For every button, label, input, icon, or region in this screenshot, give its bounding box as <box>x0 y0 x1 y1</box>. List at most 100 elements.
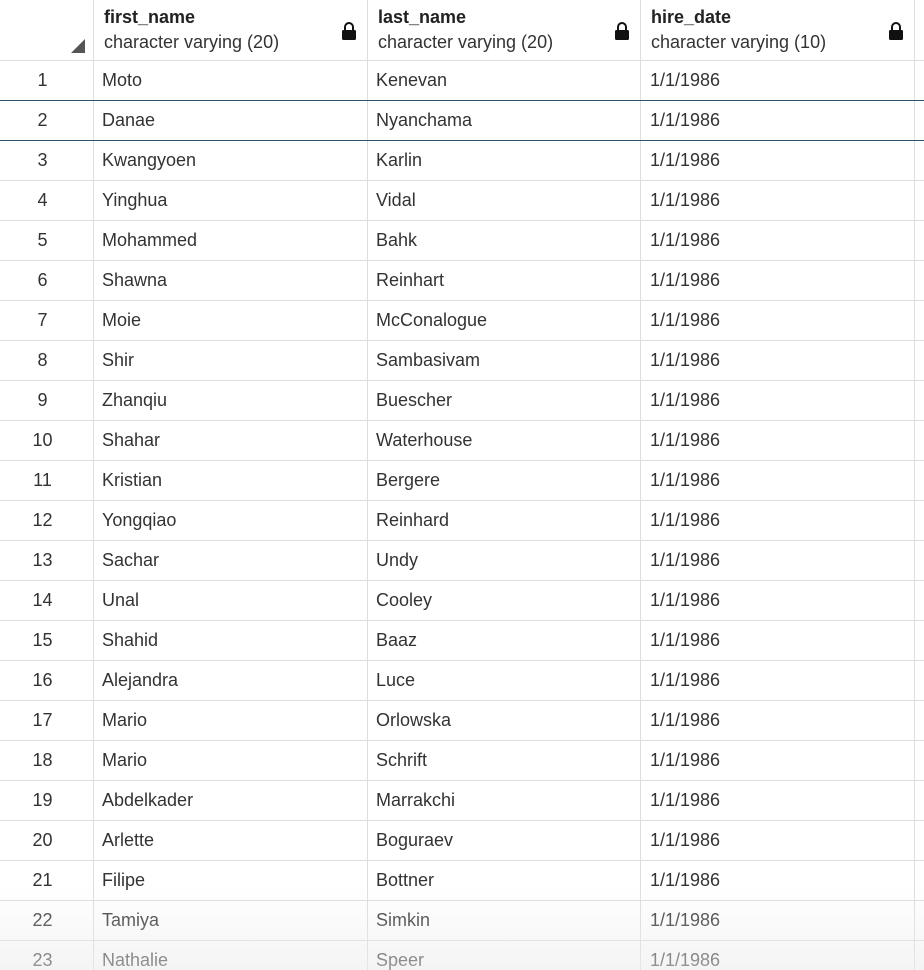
hire-date-cell[interactable]: 1/1/1986 <box>641 381 915 420</box>
hire-date-cell[interactable]: 1/1/1986 <box>641 741 915 780</box>
table-row[interactable]: 18 Mario Schrift 1/1/1986 <box>0 741 924 781</box>
last-name-cell[interactable]: Nyanchama <box>368 101 641 140</box>
table-row[interactable]: 9 Zhanqiu Buescher 1/1/1986 <box>0 381 924 421</box>
table-row[interactable]: 17 Mario Orlowska 1/1/1986 <box>0 701 924 741</box>
row-number-cell[interactable]: 1 <box>0 61 94 100</box>
first-name-cell[interactable]: Mario <box>94 741 368 780</box>
last-name-cell[interactable]: Orlowska <box>368 701 641 740</box>
hire-date-cell[interactable]: 1/1/1986 <box>641 861 915 900</box>
first-name-cell[interactable]: Danae <box>94 101 368 140</box>
hire-date-cell[interactable]: 1/1/1986 <box>641 301 915 340</box>
first-name-cell[interactable]: Sachar <box>94 541 368 580</box>
hire-date-cell[interactable]: 1/1/1986 <box>641 901 915 940</box>
row-number-cell[interactable]: 23 <box>0 941 94 970</box>
hire-date-cell[interactable]: 1/1/1986 <box>641 421 915 460</box>
last-name-cell[interactable]: Sambasivam <box>368 341 641 380</box>
row-number-cell[interactable]: 15 <box>0 621 94 660</box>
last-name-cell[interactable]: Reinhard <box>368 501 641 540</box>
hire-date-cell[interactable]: 1/1/1986 <box>641 181 915 220</box>
hire-date-cell[interactable]: 1/1/1986 <box>641 341 915 380</box>
first-name-cell[interactable]: Mario <box>94 701 368 740</box>
row-number-cell[interactable]: 6 <box>0 261 94 300</box>
first-name-cell[interactable]: Filipe <box>94 861 368 900</box>
row-number-cell[interactable]: 11 <box>0 461 94 500</box>
table-row[interactable]: 19 Abdelkader Marrakchi 1/1/1986 <box>0 781 924 821</box>
row-number-cell[interactable]: 9 <box>0 381 94 420</box>
hire-date-cell[interactable]: 1/1/1986 <box>641 661 915 700</box>
last-name-cell[interactable]: Reinhart <box>368 261 641 300</box>
column-header-hire-date[interactable]: hire_date character varying (10) <box>641 0 915 61</box>
row-number-cell[interactable]: 16 <box>0 661 94 700</box>
first-name-cell[interactable]: Yinghua <box>94 181 368 220</box>
row-number-cell[interactable]: 14 <box>0 581 94 620</box>
hire-date-cell[interactable]: 1/1/1986 <box>641 701 915 740</box>
first-name-cell[interactable]: Shawna <box>94 261 368 300</box>
table-row[interactable]: 10 Shahar Waterhouse 1/1/1986 <box>0 421 924 461</box>
first-name-cell[interactable]: Nathalie <box>94 941 368 970</box>
last-name-cell[interactable]: Luce <box>368 661 641 700</box>
row-number-cell[interactable]: 4 <box>0 181 94 220</box>
last-name-cell[interactable]: Bottner <box>368 861 641 900</box>
row-number-cell[interactable]: 13 <box>0 541 94 580</box>
row-number-cell[interactable]: 19 <box>0 781 94 820</box>
hire-date-cell[interactable]: 1/1/1986 <box>641 501 915 540</box>
first-name-cell[interactable]: Mohammed <box>94 221 368 260</box>
row-number-cell[interactable]: 3 <box>0 141 94 180</box>
hire-date-cell[interactable]: 1/1/1986 <box>641 61 915 100</box>
table-row[interactable]: 2 Danae Nyanchama 1/1/1986 <box>0 101 924 141</box>
table-row[interactable]: 14 Unal Cooley 1/1/1986 <box>0 581 924 621</box>
select-all-corner[interactable] <box>0 0 94 61</box>
hire-date-cell[interactable]: 1/1/1986 <box>641 141 915 180</box>
column-header-first-name[interactable]: first_name character varying (20) <box>94 0 368 61</box>
table-row[interactable]: 3 Kwangyoen Karlin 1/1/1986 <box>0 141 924 181</box>
hire-date-cell[interactable]: 1/1/1986 <box>641 461 915 500</box>
first-name-cell[interactable]: Shahar <box>94 421 368 460</box>
first-name-cell[interactable]: Kristian <box>94 461 368 500</box>
first-name-cell[interactable]: Arlette <box>94 821 368 860</box>
hire-date-cell[interactable]: 1/1/1986 <box>641 621 915 660</box>
hire-date-cell[interactable]: 1/1/1986 <box>641 821 915 860</box>
table-row[interactable]: 12 Yongqiao Reinhard 1/1/1986 <box>0 501 924 541</box>
table-row[interactable]: 11 Kristian Bergere 1/1/1986 <box>0 461 924 501</box>
row-number-cell[interactable]: 18 <box>0 741 94 780</box>
last-name-cell[interactable]: Baaz <box>368 621 641 660</box>
row-number-cell[interactable]: 20 <box>0 821 94 860</box>
table-row[interactable]: 8 Shir Sambasivam 1/1/1986 <box>0 341 924 381</box>
hire-date-cell[interactable]: 1/1/1986 <box>641 941 915 970</box>
table-row[interactable]: 13 Sachar Undy 1/1/1986 <box>0 541 924 581</box>
last-name-cell[interactable]: Buescher <box>368 381 641 420</box>
first-name-cell[interactable]: Zhanqiu <box>94 381 368 420</box>
last-name-cell[interactable]: Schrift <box>368 741 641 780</box>
table-row[interactable]: 23 Nathalie Speer 1/1/1986 <box>0 941 924 970</box>
first-name-cell[interactable]: Kwangyoen <box>94 141 368 180</box>
last-name-cell[interactable]: Bahk <box>368 221 641 260</box>
table-row[interactable]: 15 Shahid Baaz 1/1/1986 <box>0 621 924 661</box>
row-number-cell[interactable]: 5 <box>0 221 94 260</box>
last-name-cell[interactable]: Undy <box>368 541 641 580</box>
last-name-cell[interactable]: Vidal <box>368 181 641 220</box>
row-number-cell[interactable]: 10 <box>0 421 94 460</box>
hire-date-cell[interactable]: 1/1/1986 <box>641 101 915 140</box>
table-row[interactable]: 16 Alejandra Luce 1/1/1986 <box>0 661 924 701</box>
last-name-cell[interactable]: McConalogue <box>368 301 641 340</box>
row-number-cell[interactable]: 7 <box>0 301 94 340</box>
last-name-cell[interactable]: Karlin <box>368 141 641 180</box>
first-name-cell[interactable]: Shahid <box>94 621 368 660</box>
first-name-cell[interactable]: Yongqiao <box>94 501 368 540</box>
last-name-cell[interactable]: Speer <box>368 941 641 970</box>
row-number-cell[interactable]: 2 <box>0 101 94 140</box>
last-name-cell[interactable]: Cooley <box>368 581 641 620</box>
last-name-cell[interactable]: Simkin <box>368 901 641 940</box>
row-number-cell[interactable]: 22 <box>0 901 94 940</box>
hire-date-cell[interactable]: 1/1/1986 <box>641 541 915 580</box>
first-name-cell[interactable]: Moto <box>94 61 368 100</box>
row-number-cell[interactable]: 21 <box>0 861 94 900</box>
table-row[interactable]: 22 Tamiya Simkin 1/1/1986 <box>0 901 924 941</box>
first-name-cell[interactable]: Unal <box>94 581 368 620</box>
last-name-cell[interactable]: Kenevan <box>368 61 641 100</box>
row-number-cell[interactable]: 12 <box>0 501 94 540</box>
first-name-cell[interactable]: Abdelkader <box>94 781 368 820</box>
table-row[interactable]: 5 Mohammed Bahk 1/1/1986 <box>0 221 924 261</box>
first-name-cell[interactable]: Moie <box>94 301 368 340</box>
hire-date-cell[interactable]: 1/1/1986 <box>641 781 915 820</box>
